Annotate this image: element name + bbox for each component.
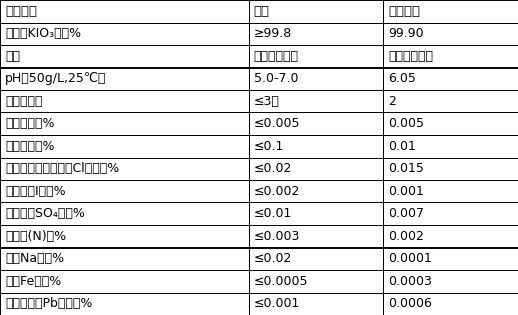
Bar xyxy=(249,158,383,180)
Bar xyxy=(249,135,383,158)
Bar xyxy=(383,203,518,225)
Bar xyxy=(383,67,518,90)
Text: 6.05: 6.05 xyxy=(388,72,416,85)
Bar xyxy=(383,270,518,293)
Text: ≤0.02: ≤0.02 xyxy=(254,252,292,265)
Text: ≤0.1: ≤0.1 xyxy=(254,140,284,153)
Text: 总氮量(N)，%: 总氮量(N)，% xyxy=(5,230,66,243)
Bar xyxy=(249,270,383,293)
Bar xyxy=(383,90,518,112)
Text: 0.0003: 0.0003 xyxy=(388,275,433,288)
Text: 白色结晶粉末: 白色结晶粉末 xyxy=(254,50,299,63)
Bar xyxy=(0,293,249,315)
Text: 0.007: 0.007 xyxy=(388,207,424,220)
Bar xyxy=(0,135,249,158)
Bar xyxy=(249,225,383,248)
Text: 检测结果: 检测结果 xyxy=(388,5,421,18)
Bar xyxy=(0,180,249,203)
Text: ≤3号: ≤3号 xyxy=(254,95,280,108)
Text: 99.90: 99.90 xyxy=(388,27,424,40)
Text: 铁（Fe），%: 铁（Fe），% xyxy=(5,275,62,288)
Text: 干燥失量，%: 干燥失量，% xyxy=(5,140,55,153)
Bar xyxy=(249,67,383,90)
Bar xyxy=(383,180,518,203)
Bar xyxy=(249,203,383,225)
Text: ≤0.0005: ≤0.0005 xyxy=(254,275,308,288)
Bar xyxy=(383,158,518,180)
Bar xyxy=(0,22,249,45)
Text: 硫酸盐（SO₄），%: 硫酸盐（SO₄），% xyxy=(5,207,85,220)
Text: 标准: 标准 xyxy=(254,5,270,18)
Bar xyxy=(383,45,518,67)
Text: ≤0.01: ≤0.01 xyxy=(254,207,292,220)
Text: ≥99.8: ≥99.8 xyxy=(254,27,292,40)
Bar xyxy=(0,112,249,135)
Bar xyxy=(249,112,383,135)
Text: pH（50g/L,25℃）: pH（50g/L,25℃） xyxy=(5,72,107,85)
Text: ≤0.001: ≤0.001 xyxy=(254,297,300,310)
Text: 0.001: 0.001 xyxy=(388,185,424,198)
Bar xyxy=(249,248,383,270)
Text: 0.0001: 0.0001 xyxy=(388,252,433,265)
Bar xyxy=(249,293,383,315)
Bar xyxy=(0,90,249,112)
Bar xyxy=(383,22,518,45)
Text: ≤0.003: ≤0.003 xyxy=(254,230,300,243)
Text: 含量（KIO₃），%: 含量（KIO₃），% xyxy=(5,27,81,40)
Bar xyxy=(0,158,249,180)
Text: 钠（Na），%: 钠（Na），% xyxy=(5,252,64,265)
Text: 澄清度试验: 澄清度试验 xyxy=(5,95,42,108)
Bar xyxy=(0,0,249,22)
Bar xyxy=(0,225,249,248)
Bar xyxy=(249,22,383,45)
Text: 水不溶物，%: 水不溶物，% xyxy=(5,117,55,130)
Bar xyxy=(249,0,383,22)
Text: 重金属（以Pb计），%: 重金属（以Pb计），% xyxy=(5,297,93,310)
Text: 白色结晶粉末: 白色结晶粉末 xyxy=(388,50,434,63)
Bar xyxy=(383,0,518,22)
Text: 氯化物及氯酸盐（以Cl计），%: 氯化物及氯酸盐（以Cl计），% xyxy=(5,162,120,175)
Text: 碘化物（I），%: 碘化物（I），% xyxy=(5,185,66,198)
Text: 5.0-7.0: 5.0-7.0 xyxy=(254,72,298,85)
Text: 0.005: 0.005 xyxy=(388,117,424,130)
Text: 0.0006: 0.0006 xyxy=(388,297,433,310)
Bar xyxy=(383,112,518,135)
Bar xyxy=(0,248,249,270)
Bar xyxy=(249,180,383,203)
Text: ≤0.02: ≤0.02 xyxy=(254,162,292,175)
Text: ≤0.002: ≤0.002 xyxy=(254,185,300,198)
Bar xyxy=(0,67,249,90)
Text: 0.015: 0.015 xyxy=(388,162,424,175)
Bar xyxy=(383,293,518,315)
Text: 2: 2 xyxy=(388,95,396,108)
Bar xyxy=(249,45,383,67)
Text: 0.002: 0.002 xyxy=(388,230,424,243)
Bar xyxy=(383,135,518,158)
Bar xyxy=(383,248,518,270)
Bar xyxy=(249,90,383,112)
Bar xyxy=(0,270,249,293)
Text: ≤0.005: ≤0.005 xyxy=(254,117,300,130)
Text: 外观: 外观 xyxy=(5,50,20,63)
Text: 0.01: 0.01 xyxy=(388,140,416,153)
Text: 检验项目: 检验项目 xyxy=(5,5,37,18)
Bar xyxy=(383,225,518,248)
Bar xyxy=(0,45,249,67)
Bar xyxy=(0,203,249,225)
